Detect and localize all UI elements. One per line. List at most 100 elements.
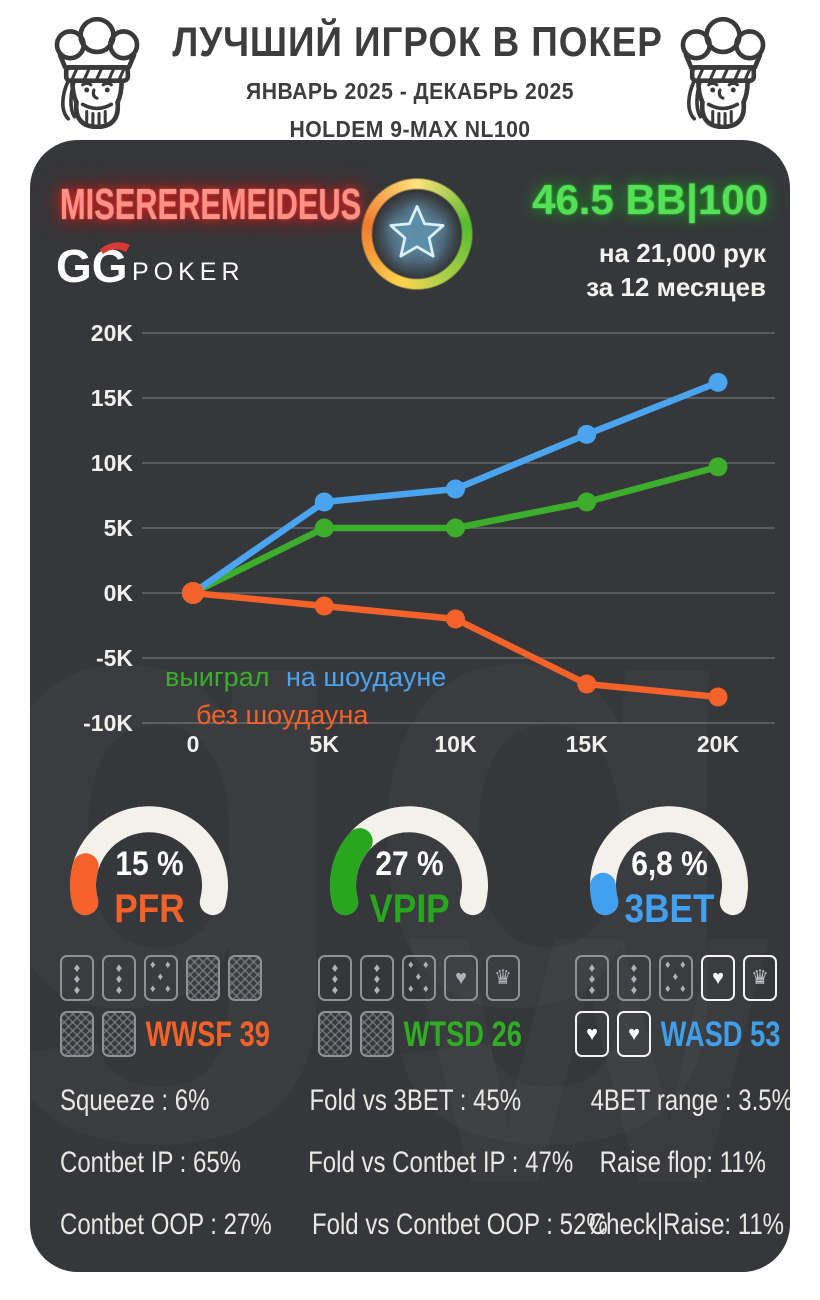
data-point xyxy=(708,372,728,392)
data-point xyxy=(446,518,465,538)
chef-icon-right xyxy=(680,16,766,129)
card-back-icon xyxy=(60,1011,94,1057)
stats-column-left: Squeeze : 6% Contbet IP : 65% Contbet OOP … xyxy=(60,1070,300,1256)
x-tick-label: 5K xyxy=(310,731,340,757)
diamond-5-card-icon: ♦ ♦ ♦ ♦ ♦ xyxy=(659,955,693,1001)
data-point xyxy=(314,596,334,616)
card-back-icon xyxy=(318,1011,352,1057)
gauge-arc xyxy=(329,806,488,916)
gauge-vpip: 27 % VPIP xyxy=(302,790,517,940)
data-point xyxy=(708,687,728,707)
stat-line: 4BET range : 3.5% xyxy=(590,1084,790,1117)
hand-stat-label: WWSF 39 xyxy=(145,1015,270,1054)
gauge-value-text: 6,8 % xyxy=(631,845,708,883)
stats-card: gg w MISEREREMEIDEUS GG POKER 46.5 BB|10… xyxy=(30,140,790,1272)
player-nickname: MISEREREMEIDEUS xyxy=(60,180,362,229)
stat-line: Contbet OOP : 27% xyxy=(60,1208,272,1241)
stats-column-right: 4BET range : 3.5% Raise flop: 11% Check|Ra… xyxy=(540,1070,790,1256)
page-header: ЛУЧШИЙ ИГРОК В ПОКЕР ЯНВАРЬ 2025 - ДЕКАБ… xyxy=(140,18,680,143)
y-tick-label: 10K xyxy=(91,450,134,476)
legend-showdown: на шоудауне xyxy=(286,662,447,692)
sample-hands: на 21,000 рук xyxy=(598,238,766,268)
stat-line: Raise flop: 11% xyxy=(599,1146,766,1179)
hand-stat-label: WASD 53 xyxy=(660,1015,781,1054)
y-tick-label: 15K xyxy=(91,385,134,411)
y-tick-label: -5K xyxy=(96,645,133,671)
game-format: HOLDEM 9-MAX NL100 xyxy=(289,116,531,142)
heart-card-icon: ♥ xyxy=(575,1011,609,1057)
sample-months: за 12 месяцев xyxy=(586,272,766,302)
data-point xyxy=(314,518,334,538)
gauge-label: PFR xyxy=(114,887,185,931)
hand-block-wasd: ♦ ♦ ♦ ♦ ♦ ♦ ♦ ♦ ♦ ♦ ♦ ♥ ♛ ♥ ♥ WASD 53 xyxy=(575,955,787,1075)
y-tick-label: 5K xyxy=(104,515,134,541)
diamond-3-card-icon: ♦ ♦ ♦ xyxy=(575,955,609,1001)
x-tick-label: 20K xyxy=(697,731,740,757)
star-icon xyxy=(389,205,445,258)
y-tick-label: 0K xyxy=(104,580,134,606)
neon-ring-icon xyxy=(359,176,475,292)
gauge-value-arc xyxy=(329,828,373,916)
gauge-pfr: 15 % PFR xyxy=(42,790,257,940)
hand-block-wtsd: ♦ ♦ ♦ ♦ ♦ ♦ ♦ ♦ ♦ ♦ ♦ ♥ ♛ WTSD 26 xyxy=(318,955,530,1075)
legend-non-showdown: без шоудауна xyxy=(196,700,369,730)
data-point xyxy=(577,424,597,444)
card-back-icon xyxy=(228,955,262,1001)
heart-card-icon: ♥ xyxy=(617,1011,651,1057)
heart-card-icon: ♥ xyxy=(444,955,478,1001)
gauge-track xyxy=(590,806,748,916)
gauge-value-arc xyxy=(590,872,619,916)
diamond-3-card-icon: ♦ ♦ ♦ xyxy=(102,955,136,1001)
winrate-value: 46.5 BB|100 xyxy=(532,176,768,223)
gauge-value-text: 15 % xyxy=(115,845,184,883)
gauge-3bet: 6,8 % 3BET xyxy=(562,790,777,940)
stat-line: Squeeze : 6% xyxy=(60,1084,210,1117)
line-chart-canvas: 20K 15K 10K 5K 0K -5K -10K 0 5K 10K 15K 20K xyxy=(83,320,775,757)
data-point xyxy=(577,492,597,512)
series-line-2 xyxy=(189,589,722,701)
card-back-icon xyxy=(186,955,220,1001)
ggpoker-logo: GG POKER xyxy=(56,240,245,292)
gauge-label: 3BET xyxy=(624,887,715,931)
data-point xyxy=(182,582,204,604)
crown-card-icon: ♛ xyxy=(486,955,520,1001)
y-tick-label: -10K xyxy=(83,710,133,736)
stat-line: Contbet IP : 65% xyxy=(60,1146,242,1179)
data-point xyxy=(708,457,728,477)
diamond-3-card-icon: ♦ ♦ ♦ xyxy=(360,955,394,1001)
x-tick-label: 0 xyxy=(187,731,200,757)
card-row xyxy=(60,1011,136,1057)
data-point xyxy=(314,492,334,512)
data-point xyxy=(446,479,465,499)
stat-line: Fold vs Contbet OOP : 52% xyxy=(311,1208,608,1241)
legend-won: выиграл xyxy=(165,662,270,692)
crown-card-icon: ♛ xyxy=(743,955,777,1001)
heart-card-icon: ♥ xyxy=(701,955,735,1001)
gauge-value-arc xyxy=(69,853,99,916)
diamond-3-card-icon: ♦ ♦ ♦ xyxy=(60,955,94,1001)
y-tick-label: 20K xyxy=(91,320,134,346)
gauge-value-text: 27 % xyxy=(375,845,444,883)
diamond-5-card-icon: ♦ ♦ ♦ ♦ ♦ xyxy=(402,955,436,1001)
sample-size: на 21,000 рук за 12 месяцев xyxy=(426,236,766,304)
card-back-icon xyxy=(102,1011,136,1057)
stat-line: Fold vs Contbet IP : 47% xyxy=(308,1146,574,1179)
period-subtitle: ЯНВАРЬ 2025 - ДЕКАБРЬ 2025 xyxy=(246,78,574,104)
x-tick-label: 15K xyxy=(566,731,609,757)
hand-block-wwsf: ♦ ♦ ♦ ♦ ♦ ♦ ♦ ♦ ♦ ♦ ♦ WWSF 39 xyxy=(60,955,272,1075)
stats-column-center: Fold vs 3BET : 45% Fold vs Contbet IP : 4… xyxy=(275,1070,608,1256)
logo-poker-text: POKER xyxy=(132,258,245,286)
x-tick-label: 10K xyxy=(434,731,477,757)
gauge-arc xyxy=(590,806,748,916)
diamond-3-card-icon: ♦ ♦ ♦ xyxy=(318,955,352,1001)
card-row: ♦ ♦ ♦ ♦ ♦ ♦ ♦ ♦ ♦ ♦ ♦ xyxy=(60,955,262,1001)
card-row: ♦ ♦ ♦ ♦ ♦ ♦ ♦ ♦ ♦ ♦ ♦ ♥ ♛ xyxy=(575,955,777,1001)
data-point xyxy=(577,674,597,694)
gauge-label: VPIP xyxy=(369,887,450,931)
stat-line: Check|Raise: 11% xyxy=(588,1208,785,1241)
winnings-chart: 20K 15K 10K 5K 0K -5K -10K 0 5K 10K 15K 20K выиграл… xyxy=(30,290,790,770)
diamond-5-card-icon: ♦ ♦ ♦ ♦ ♦ xyxy=(144,955,178,1001)
diamond-3-card-icon: ♦ ♦ ♦ xyxy=(617,955,651,1001)
data-point xyxy=(446,609,465,629)
